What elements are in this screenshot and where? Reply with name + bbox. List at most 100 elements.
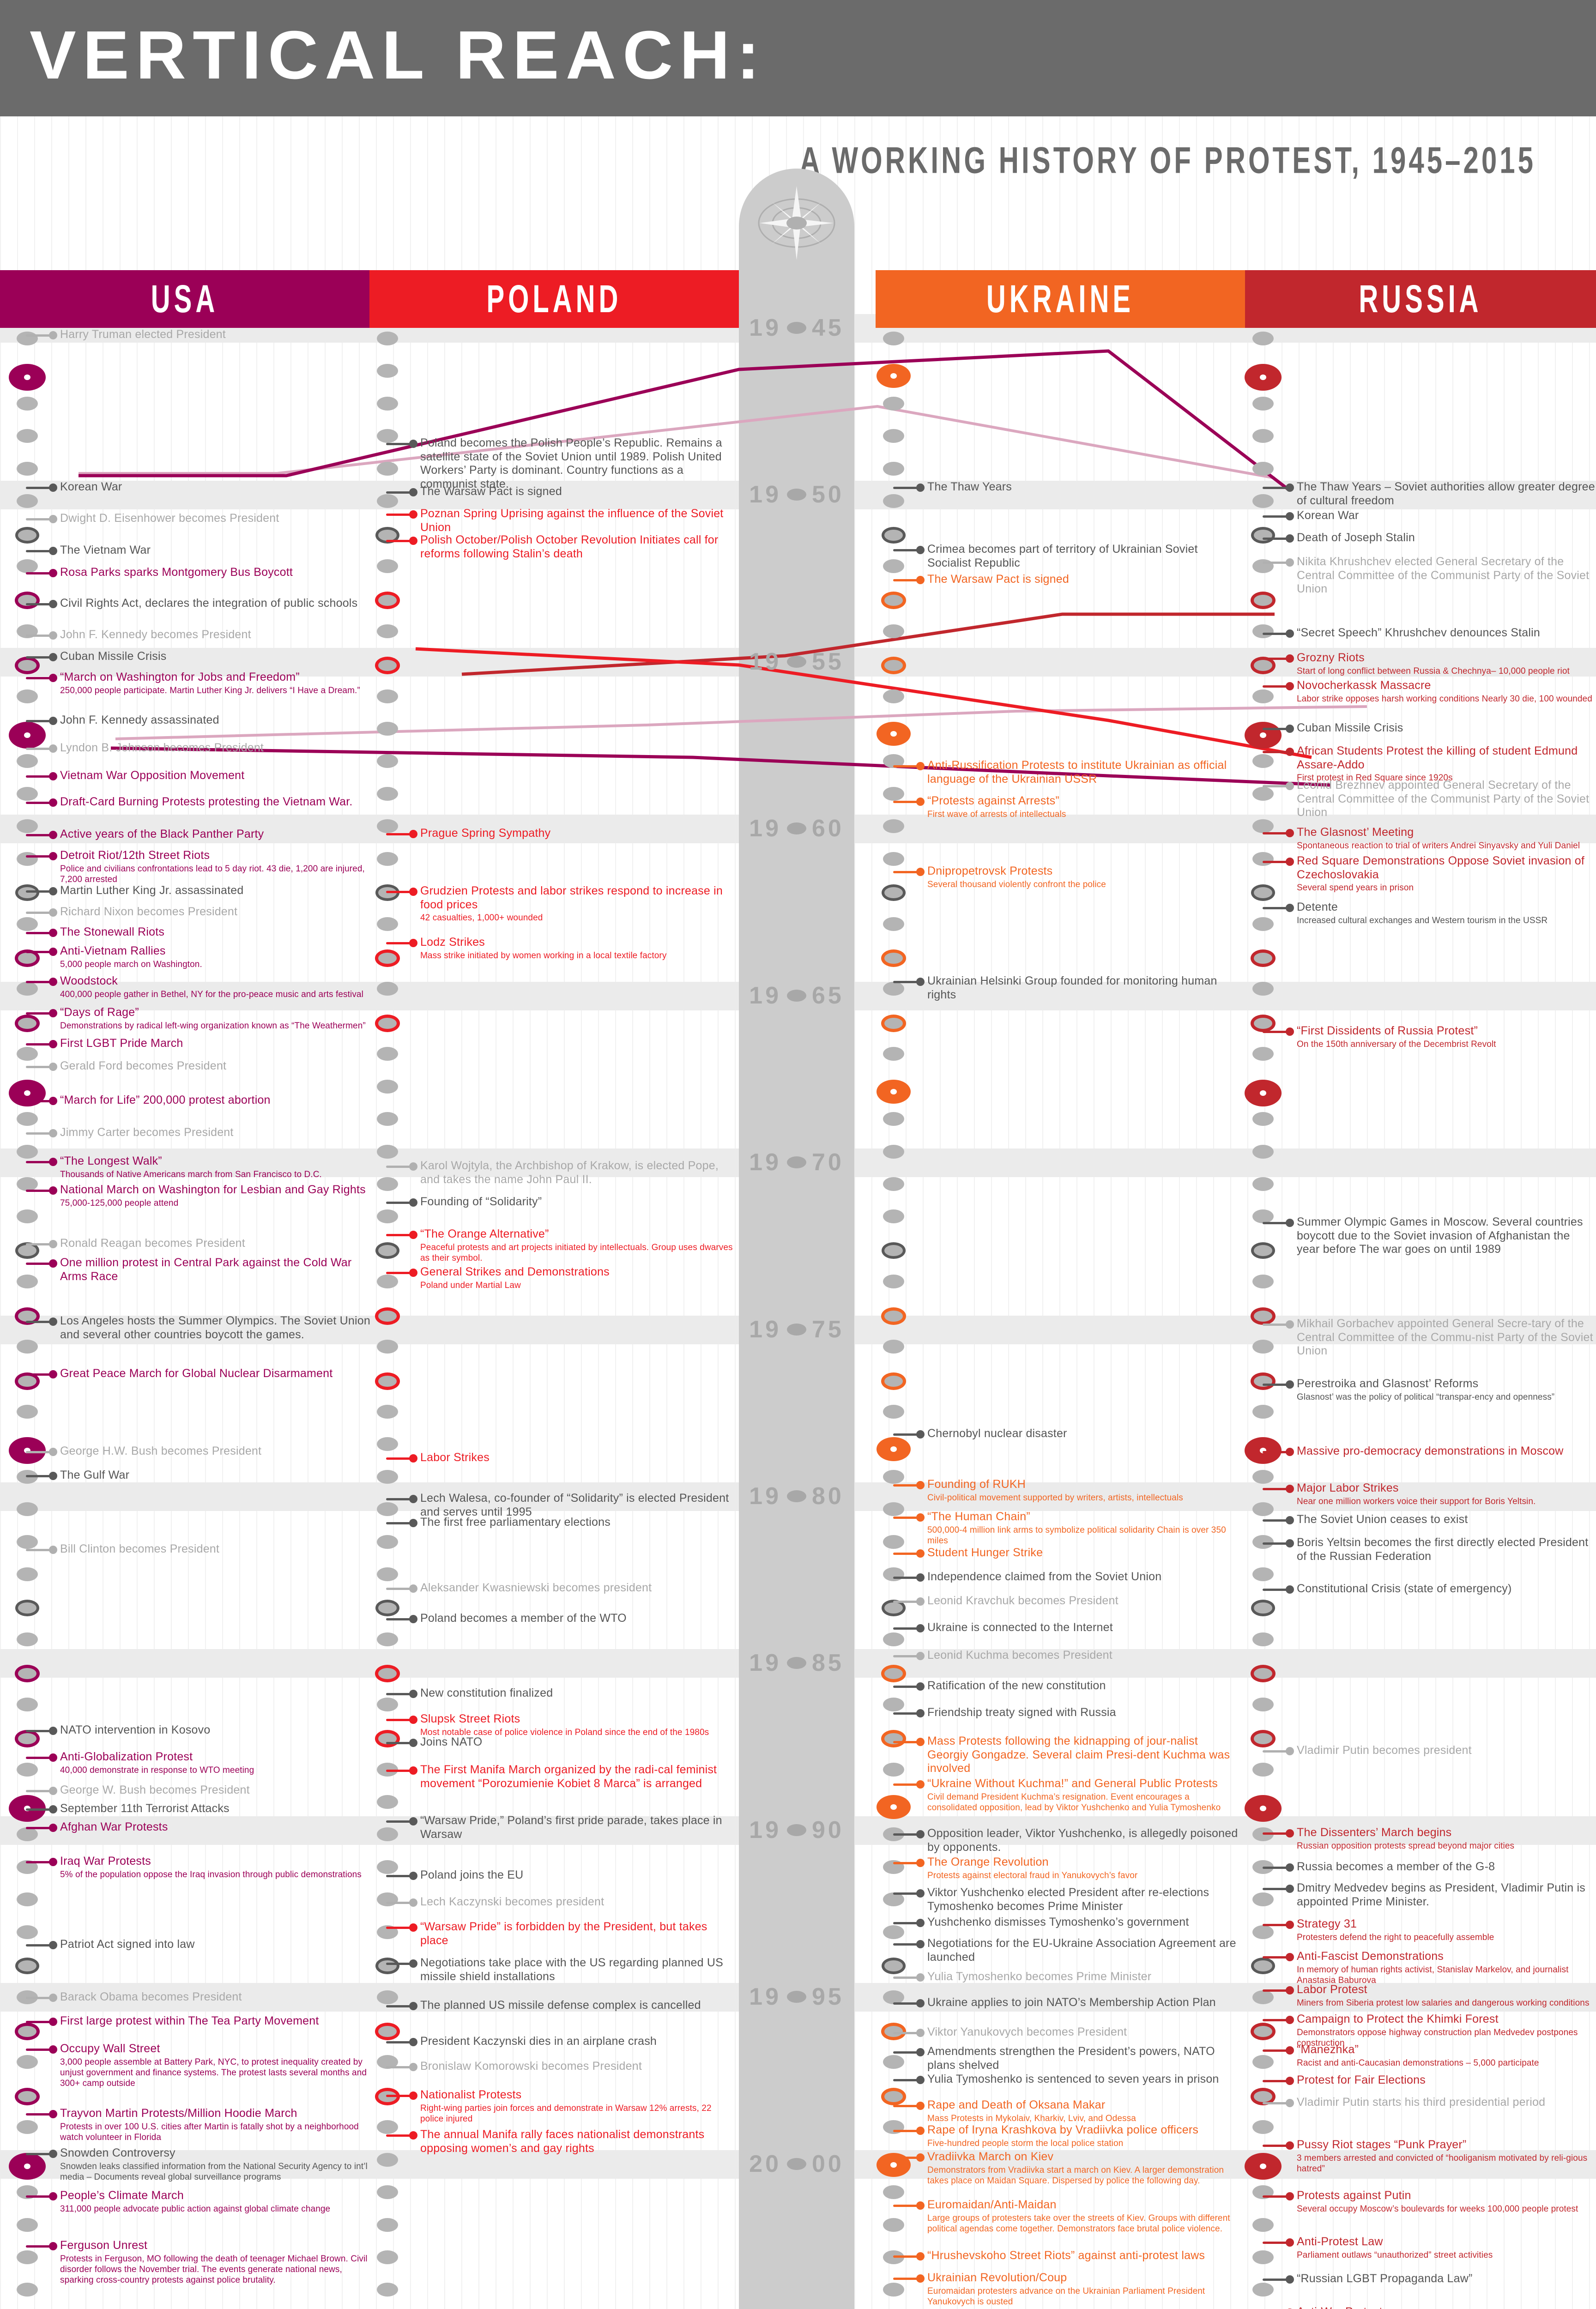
timeline-entry[interactable]: Constitutional Crisis (state of emergenc… bbox=[1297, 1582, 1596, 1596]
timeline-dot[interactable] bbox=[377, 1990, 398, 2004]
timeline-entry[interactable]: “Hrushevskoho Street Riots” against anti… bbox=[927, 2249, 1241, 2263]
timeline-dot[interactable] bbox=[883, 1047, 904, 1061]
timeline-dot[interactable] bbox=[375, 1665, 400, 1683]
timeline-entry[interactable]: Trayvon Martin Protests/Million Hoodie M… bbox=[60, 2107, 374, 2143]
timeline-entry[interactable]: The Vietnam War bbox=[60, 544, 374, 557]
timeline-entry[interactable]: Jimmy Carter becomes President bbox=[60, 1126, 374, 1140]
timeline-entry[interactable]: Nikita Khrushchev elected General Secret… bbox=[1297, 555, 1596, 596]
timeline-dot[interactable] bbox=[877, 1795, 911, 1819]
timeline-dot[interactable] bbox=[17, 1144, 38, 1159]
timeline-dot[interactable] bbox=[1251, 1600, 1275, 1617]
timeline-dot[interactable] bbox=[17, 689, 38, 703]
timeline-dot[interactable] bbox=[883, 852, 904, 866]
timeline-entry[interactable]: Martin Luther King Jr. assassinated bbox=[60, 884, 374, 898]
timeline-dot[interactable] bbox=[1252, 982, 1274, 996]
timeline-dot[interactable] bbox=[377, 1469, 398, 1484]
timeline-entry[interactable]: Dnipropetrovsk Protests Several thousand … bbox=[927, 864, 1241, 890]
timeline-dot[interactable] bbox=[17, 1112, 38, 1126]
timeline-dot[interactable] bbox=[1252, 786, 1274, 801]
timeline-dot[interactable] bbox=[883, 1112, 904, 1126]
column-header-ukraine[interactable]: UKRAINE bbox=[876, 270, 1245, 328]
timeline-entry[interactable]: “Manezhka” Racist and anti-Caucasian demo… bbox=[1297, 2043, 1596, 2068]
timeline-dot[interactable] bbox=[377, 917, 398, 931]
timeline-entry[interactable]: African Students Protest the killing of … bbox=[1297, 744, 1596, 783]
timeline-dot[interactable] bbox=[883, 1632, 904, 1646]
timeline-dot[interactable] bbox=[15, 2022, 40, 2040]
timeline-dot[interactable] bbox=[883, 1144, 904, 1159]
timeline-dot[interactable] bbox=[1252, 819, 1274, 834]
timeline-entry[interactable]: The first free parliamentary elections bbox=[420, 1516, 734, 1529]
timeline-entry[interactable]: Amendments strengthen the President’s po… bbox=[927, 2045, 1241, 2072]
timeline-dot[interactable] bbox=[883, 1535, 904, 1549]
timeline-dot[interactable] bbox=[877, 722, 911, 746]
timeline-dot[interactable] bbox=[377, 429, 398, 443]
timeline-dot[interactable] bbox=[1251, 2022, 1276, 2040]
timeline-dot[interactable] bbox=[881, 592, 906, 610]
timeline-entry[interactable]: “Russian LGBT Propaganda Law” bbox=[1297, 2272, 1596, 2286]
timeline-dot[interactable] bbox=[1252, 1144, 1274, 1159]
timeline-entry[interactable]: Death of Joseph Stalin bbox=[1297, 531, 1596, 545]
timeline-dot[interactable] bbox=[1252, 1502, 1274, 1517]
timeline-entry[interactable]: “March for Life” 200,000 protest abortio… bbox=[60, 1094, 374, 1107]
timeline-dot[interactable] bbox=[377, 2120, 398, 2134]
timeline-dot[interactable] bbox=[375, 657, 400, 675]
timeline-entry[interactable]: The Glasnost’ Meeting Spontaneous reactio… bbox=[1297, 826, 1596, 851]
timeline-dot[interactable] bbox=[377, 332, 398, 345]
timeline-entry[interactable]: Labor Protest Miners from Siberia protest… bbox=[1297, 1983, 1596, 2008]
timeline-entry[interactable]: Dmitry Medvedev begins as President, Vla… bbox=[1297, 1881, 1596, 1909]
timeline-dot[interactable] bbox=[1252, 1535, 1274, 1549]
timeline-dot[interactable] bbox=[377, 819, 398, 834]
timeline-entry[interactable]: Crimea becomes part of territory of Ukra… bbox=[927, 543, 1241, 570]
timeline-dot[interactable] bbox=[17, 2218, 38, 2232]
timeline-entry[interactable]: The Warsaw Pact is signed bbox=[927, 573, 1241, 586]
timeline-entry[interactable]: Ukrainian Revolution/Coup Euromaidan prot… bbox=[927, 2271, 1241, 2307]
timeline-dot[interactable] bbox=[1252, 1404, 1274, 1419]
timeline-dot[interactable] bbox=[377, 2250, 398, 2264]
timeline-entry[interactable]: Vradiivka March on Kiev Demonstrators fro… bbox=[927, 2150, 1241, 2186]
timeline-entry[interactable]: Ratification of the new constitution bbox=[927, 1679, 1241, 1693]
timeline-entry[interactable]: Lodz Strikes Mass strike initiated by wom… bbox=[420, 936, 734, 961]
timeline-dot[interactable] bbox=[881, 2087, 906, 2105]
timeline-dot[interactable] bbox=[883, 332, 904, 345]
timeline-dot[interactable] bbox=[1252, 1177, 1274, 1191]
timeline-dot[interactable] bbox=[883, 2283, 904, 2297]
timeline-entry[interactable]: The Thaw Years – Soviet authorities allo… bbox=[1297, 480, 1596, 508]
timeline-dot[interactable] bbox=[1252, 461, 1274, 476]
timeline-dot[interactable] bbox=[883, 1697, 904, 1711]
timeline-dot[interactable] bbox=[377, 1112, 398, 1126]
timeline-dot[interactable] bbox=[377, 1632, 398, 1646]
timeline-dot[interactable] bbox=[1245, 2152, 1282, 2180]
timeline-dot[interactable] bbox=[377, 1860, 398, 1874]
timeline-entry[interactable]: “The Orange Alternative” Peaceful protest… bbox=[420, 1227, 734, 1263]
timeline-dot[interactable] bbox=[882, 526, 906, 544]
timeline-dot[interactable] bbox=[1252, 332, 1274, 345]
timeline-entry[interactable]: Aleksander Kwasniewski becomes president bbox=[420, 1581, 734, 1595]
timeline-dot[interactable] bbox=[1252, 559, 1274, 573]
timeline-entry[interactable]: September 11th Terrorist Attacks bbox=[60, 1802, 374, 1816]
timeline-dot[interactable] bbox=[377, 1567, 398, 1582]
timeline-dot[interactable] bbox=[17, 332, 38, 345]
timeline-entry[interactable]: Harry Truman elected President bbox=[60, 328, 374, 342]
timeline-dot[interactable] bbox=[9, 2152, 46, 2180]
timeline-dot[interactable] bbox=[1245, 1079, 1282, 1106]
timeline-dot[interactable] bbox=[17, 1632, 38, 1646]
timeline-entry[interactable]: “Protests against Arrests” First wave of … bbox=[927, 794, 1241, 820]
timeline-dot[interactable] bbox=[883, 819, 904, 834]
timeline-dot[interactable] bbox=[883, 786, 904, 801]
timeline-dot[interactable] bbox=[377, 1340, 398, 1354]
timeline-dot[interactable] bbox=[17, 1762, 38, 1777]
timeline-dot[interactable] bbox=[1251, 526, 1275, 544]
timeline-entry[interactable]: Dwight D. Eisenhower becomes President bbox=[60, 512, 374, 526]
timeline-dot[interactable] bbox=[1252, 754, 1274, 768]
timeline-entry[interactable]: Snowden Controversy Snowden leaks classif… bbox=[60, 2146, 374, 2182]
timeline-dot[interactable] bbox=[9, 1437, 46, 1464]
timeline-dot[interactable] bbox=[881, 1665, 906, 1683]
timeline-dot[interactable] bbox=[1251, 1014, 1276, 1032]
timeline-dot[interactable] bbox=[883, 624, 904, 638]
timeline-dot[interactable] bbox=[883, 1925, 904, 1939]
timeline-entry[interactable]: Bill Clinton becomes President bbox=[60, 1542, 374, 1556]
timeline-dot[interactable] bbox=[17, 559, 38, 573]
timeline-entry[interactable]: Afghan War Protests bbox=[60, 1820, 374, 1834]
timeline-dot[interactable] bbox=[17, 1340, 38, 1354]
timeline-dot[interactable] bbox=[1252, 1892, 1274, 1907]
